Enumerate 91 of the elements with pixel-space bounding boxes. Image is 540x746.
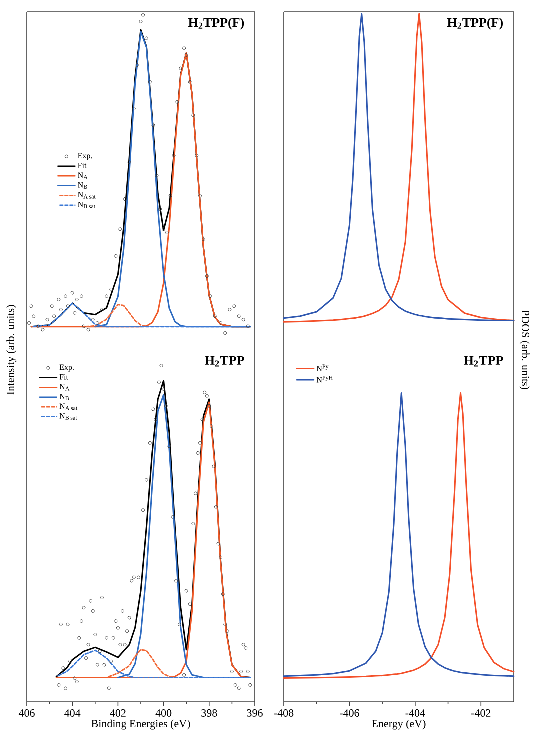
point <box>52 314 56 318</box>
point <box>242 318 246 322</box>
point <box>46 318 50 322</box>
legend-label: N$_{B}$ <box>78 182 88 189</box>
point <box>105 294 109 298</box>
legend-label: $\mathrm{N_{B\,sat}}$ <box>60 414 78 420</box>
point <box>96 321 100 325</box>
point <box>82 324 86 328</box>
point <box>198 194 202 198</box>
chart-title: H$_{2}$TPP <box>464 356 504 367</box>
x-tick-label: -402 <box>471 710 491 717</box>
point <box>188 80 192 84</box>
legend-label: N$_{A}$ <box>60 384 70 391</box>
point <box>246 324 250 328</box>
point <box>162 228 166 232</box>
point <box>148 80 152 84</box>
x-tick-label: 406 <box>18 710 35 717</box>
point <box>202 238 206 242</box>
point <box>195 154 199 158</box>
point <box>75 298 79 302</box>
point <box>100 308 104 312</box>
point <box>208 294 212 298</box>
point <box>182 46 186 50</box>
point <box>57 298 61 302</box>
x-tick-label: 404 <box>64 710 81 717</box>
legend-label: N$^{Py}$ <box>316 364 329 372</box>
point <box>91 318 95 322</box>
x-tick-label: 402 <box>110 710 126 717</box>
point <box>114 254 118 258</box>
point <box>32 314 36 318</box>
legend-label: Exp. <box>60 364 74 372</box>
y-axis-title: PDOS (arb. units) <box>520 310 530 390</box>
point <box>136 64 140 68</box>
point <box>184 53 188 57</box>
legend-label: N$_{B}$ <box>60 394 70 400</box>
point <box>205 274 209 278</box>
point <box>80 294 84 298</box>
point <box>224 331 228 335</box>
point <box>110 288 114 292</box>
point <box>132 107 136 111</box>
point <box>142 13 146 17</box>
point <box>237 314 241 318</box>
x-tick-label: 396 <box>247 710 263 717</box>
point <box>176 100 180 104</box>
point <box>41 328 45 332</box>
legend-label: $\mathrm{N_{A\,sat}}$ <box>60 404 78 410</box>
point <box>172 154 176 158</box>
x-tick-label: -404 <box>406 710 426 717</box>
legend-label: Exp. <box>78 153 92 160</box>
x-tick-label: -408 <box>274 710 294 717</box>
x-tick-label: 398 <box>202 710 218 717</box>
point <box>192 114 196 118</box>
point <box>165 231 169 234</box>
legend-label: $\mathrm{N_{B\,sat}}$ <box>78 202 96 208</box>
point <box>28 321 32 325</box>
point <box>219 321 223 325</box>
point <box>66 304 70 308</box>
point <box>158 208 162 212</box>
legend-label: $\mathrm{N_{A\,sat}}$ <box>78 192 96 199</box>
point <box>70 291 74 295</box>
legend-label: Fit <box>60 374 68 380</box>
point <box>36 324 40 328</box>
point <box>59 308 63 312</box>
x-tick-label: -406 <box>340 710 360 717</box>
point <box>50 304 54 308</box>
point <box>123 198 127 201</box>
legend-label: N$^{PyH}$ <box>316 376 333 383</box>
x-axis-title: Binding Energies (eV) <box>92 720 190 730</box>
point <box>73 311 77 315</box>
point <box>118 228 122 232</box>
point <box>152 124 156 128</box>
chart-title: H$_{2}$TPP(F) <box>188 18 244 30</box>
point <box>232 304 236 308</box>
point <box>30 304 34 308</box>
point <box>179 66 183 70</box>
x-axis-title: Energy (eV) <box>372 720 426 730</box>
point <box>144 36 148 40</box>
point <box>168 194 172 198</box>
point <box>64 294 68 298</box>
x-tick-label: 400 <box>156 710 172 717</box>
point <box>155 174 159 178</box>
chart-title: H$_{2}$TPP(F) <box>447 18 503 30</box>
legend-label: N$_{A}$ <box>78 172 88 180</box>
point <box>228 308 232 312</box>
point <box>139 20 143 24</box>
legend-label: Fit <box>78 162 87 168</box>
point <box>128 160 132 164</box>
point <box>213 314 217 318</box>
point <box>86 328 90 332</box>
y-axis-title: Intensity (arb. units) <box>6 305 17 395</box>
chart-title: H$_{2}$TPP <box>205 356 244 367</box>
